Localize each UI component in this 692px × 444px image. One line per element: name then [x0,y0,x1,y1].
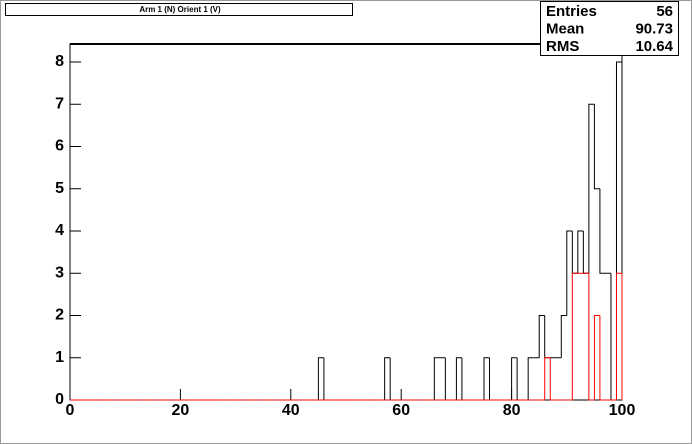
stat-label: Entries [546,3,597,20]
x-tick-label: 0 [66,402,75,419]
x-tick-label: 40 [282,402,300,419]
stat-value: 90.73 [635,20,673,37]
histogram-bin [577,230,584,274]
histogram-bin [317,357,324,400]
histogram-bin [384,357,391,400]
y-tick-label: 4 [55,222,64,239]
x-tick-label: 20 [172,402,190,419]
x-tick-label: 60 [392,402,410,419]
histogram-bin [593,315,600,400]
y-tick-label: 7 [55,95,64,112]
histogram-bin [566,230,573,316]
histogram-bin [527,357,534,400]
stat-value: 10.64 [635,38,673,55]
histogram-bin [544,357,551,400]
stats-box [540,1,679,56]
chart-title: Arm 1 (N) Orient 1 (V) [139,5,221,14]
histogram-bin [599,188,606,274]
y-tick-label: 0 [55,391,64,408]
histogram-bin [433,357,440,400]
y-tick-label: 1 [55,349,64,366]
y-tick-label: 3 [55,264,64,281]
histogram-bin [560,315,567,358]
stat-label: Mean [546,20,584,37]
histogram-bin [593,104,600,190]
x-tick-label: 80 [503,402,521,419]
title-box [5,3,353,16]
stat-label: RMS [546,38,579,55]
histogram-bin [599,315,606,401]
histogram-bin [538,315,545,358]
histogram-bin [549,357,556,401]
histogram-bin [483,357,490,400]
x-tick-label: 100 [609,402,636,419]
y-tick-label: 6 [55,138,64,155]
histogram-bin [588,273,595,401]
stat-value: 56 [656,3,673,20]
histogram-bin [511,357,518,400]
histogram-bin [588,103,595,274]
y-tick-label: 5 [55,180,64,197]
y-tick-label: 2 [55,307,64,324]
histogram-bin [455,357,462,400]
histogram-bin [571,272,578,400]
histogram-bin [615,272,622,400]
y-tick-label: 8 [55,53,64,70]
